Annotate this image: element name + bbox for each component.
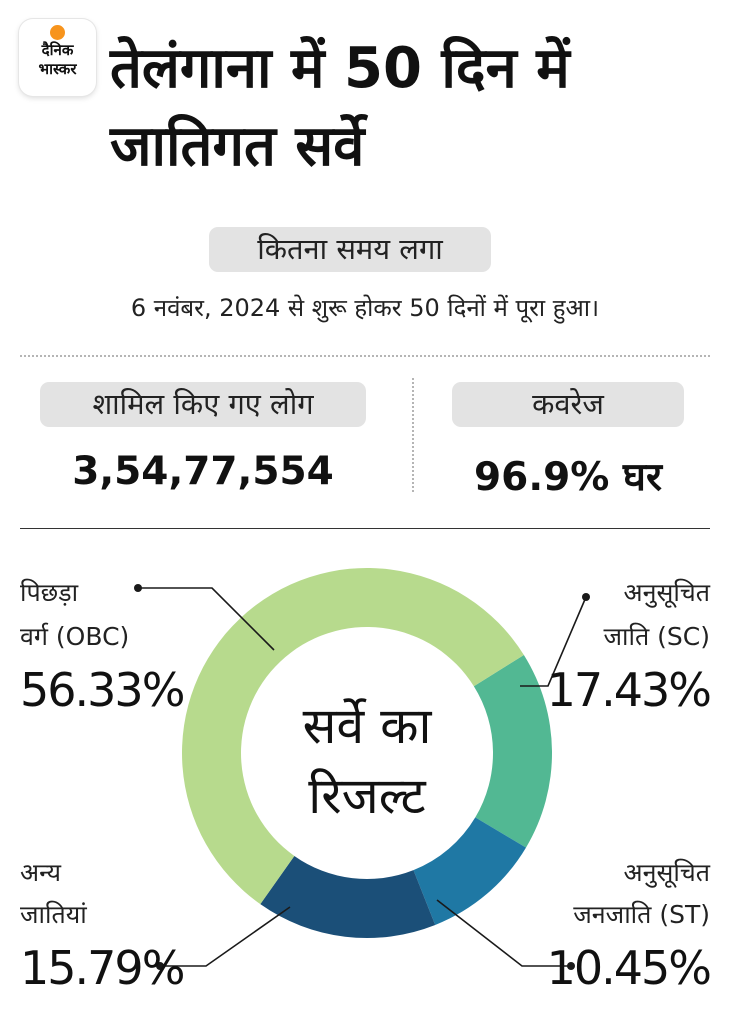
brand-line-2: भास्कर	[38, 60, 77, 78]
obc-label-1: पिछड़ा	[20, 578, 79, 607]
sc-label-1: अनुसूचित	[623, 578, 710, 607]
center-label-1: सर्वे का	[302, 697, 432, 755]
leader-obc	[138, 587, 275, 651]
slice-st	[413, 817, 526, 925]
leader-st	[436, 899, 571, 967]
other-label-1: अन्य	[20, 858, 61, 887]
brand-line-1: दैनिक	[41, 41, 74, 59]
people-value: 3,54,77,554	[72, 449, 334, 494]
obc-label-2: वर्ग (OBC)	[20, 622, 130, 651]
center-label-2: रिजल्ट	[308, 767, 426, 825]
time-text: 6 नवंबर, 2024 से शुरू होकर 50 दिनों में …	[130, 294, 600, 322]
vertical-divider	[412, 378, 414, 492]
slice-obc	[182, 568, 524, 905]
slice-sc	[473, 654, 552, 848]
obc-pct: 56.33%	[20, 663, 185, 717]
other-pct: 15.79%	[20, 941, 185, 995]
st-label-1: अनुसूचित	[623, 858, 710, 887]
section-divider	[20, 528, 710, 529]
leader-other	[160, 906, 291, 967]
st-pct: 10.45%	[546, 941, 712, 995]
coverage-value: 96.9% घर	[474, 455, 662, 500]
page-title: तेलंगाना में 50 दिन में जातिगत सर्वे	[110, 36, 570, 179]
dotted-divider	[20, 355, 710, 357]
people-label: शामिल किए गए लोग	[40, 382, 366, 427]
st-label-2: जनजाति (ST)	[573, 900, 710, 929]
brand-logo: दैनिक भास्कर	[19, 19, 96, 96]
slice-other	[260, 855, 436, 939]
time-label: कितना समय लगा	[209, 227, 491, 272]
leader-other-dot	[156, 962, 164, 970]
leader-sc-dot	[582, 593, 590, 601]
sc-label-2: जाति (SC)	[603, 622, 710, 651]
sun-icon	[50, 25, 65, 40]
other-label-2: जातियां	[20, 900, 87, 929]
leader-st-dot	[567, 962, 575, 970]
coverage-label: कवरेज	[452, 382, 684, 427]
leader-sc	[520, 596, 587, 687]
leader-obc-dot	[134, 584, 142, 592]
sc-pct: 17.43%	[546, 663, 712, 717]
